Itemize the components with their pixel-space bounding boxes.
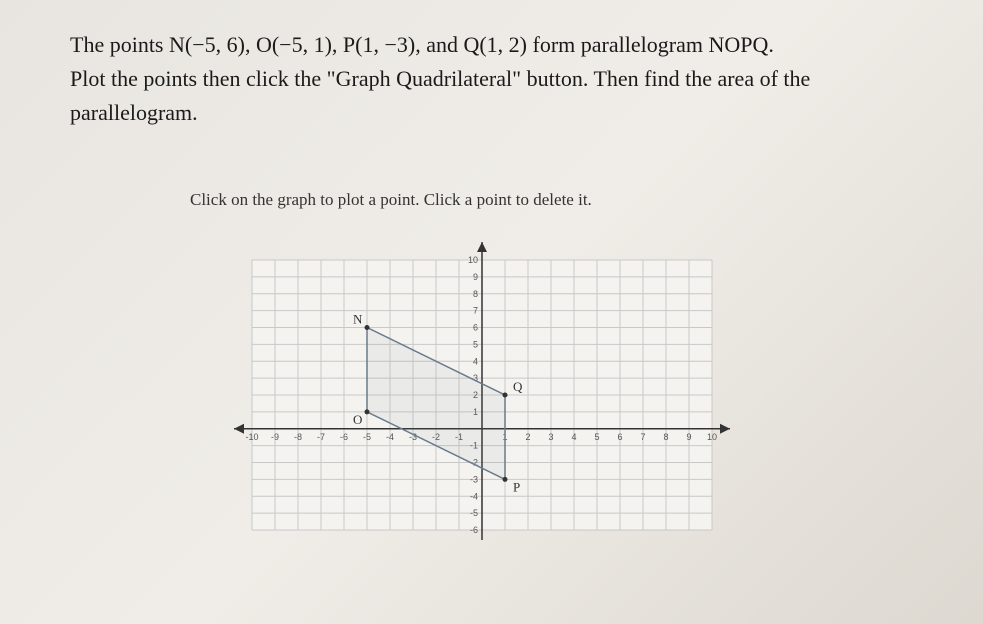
svg-text:8: 8 xyxy=(472,289,477,299)
graph-instruction: Click on the graph to plot a point. Clic… xyxy=(190,190,933,210)
svg-text:-8: -8 xyxy=(293,432,301,442)
svg-text:-6: -6 xyxy=(339,432,347,442)
svg-text:4: 4 xyxy=(571,432,576,442)
coordinate-graph[interactable]: -10-9-8-7-6-5-4-3-2-112345678910-6-5-4-3… xyxy=(222,230,742,560)
svg-text:-5: -5 xyxy=(469,508,477,518)
svg-text:8: 8 xyxy=(663,432,668,442)
point-p: P(1, −3) xyxy=(343,32,415,57)
svg-text:3: 3 xyxy=(548,432,553,442)
svg-text:-10: -10 xyxy=(245,432,258,442)
svg-text:-9: -9 xyxy=(270,432,278,442)
svg-text:-5: -5 xyxy=(362,432,370,442)
svg-text:5: 5 xyxy=(594,432,599,442)
svg-text:O: O xyxy=(353,412,362,427)
svg-text:4: 4 xyxy=(472,357,477,367)
text-post: form parallelogram NOPQ. xyxy=(527,32,774,57)
svg-text:-6: -6 xyxy=(469,525,477,535)
problem-statement: The points N(−5, 6), O(−5, 1), P(1, −3),… xyxy=(70,28,933,130)
svg-text:-4: -4 xyxy=(385,432,393,442)
svg-text:5: 5 xyxy=(472,340,477,350)
svg-text:-3: -3 xyxy=(469,475,477,485)
svg-text:9: 9 xyxy=(686,432,691,442)
svg-text:9: 9 xyxy=(472,272,477,282)
svg-text:6: 6 xyxy=(472,323,477,333)
point-n: N(−5, 6) xyxy=(169,32,245,57)
svg-text:P: P xyxy=(513,480,520,495)
point-o: O(−5, 1) xyxy=(256,32,332,57)
problem-line2: Plot the points then click the "Graph Qu… xyxy=(70,66,810,91)
svg-text:7: 7 xyxy=(472,306,477,316)
svg-text:2: 2 xyxy=(525,432,530,442)
svg-text:10: 10 xyxy=(467,255,477,265)
problem-line3: parallelogram. xyxy=(70,100,198,125)
text-pre: The points xyxy=(70,32,169,57)
svg-text:Q: Q xyxy=(513,379,523,394)
svg-text:10: 10 xyxy=(706,432,716,442)
svg-text:-4: -4 xyxy=(469,492,477,502)
svg-text:-7: -7 xyxy=(316,432,324,442)
point-q: Q(1, 2) xyxy=(463,32,527,57)
svg-text:N: N xyxy=(353,312,363,327)
svg-text:6: 6 xyxy=(617,432,622,442)
svg-text:7: 7 xyxy=(640,432,645,442)
